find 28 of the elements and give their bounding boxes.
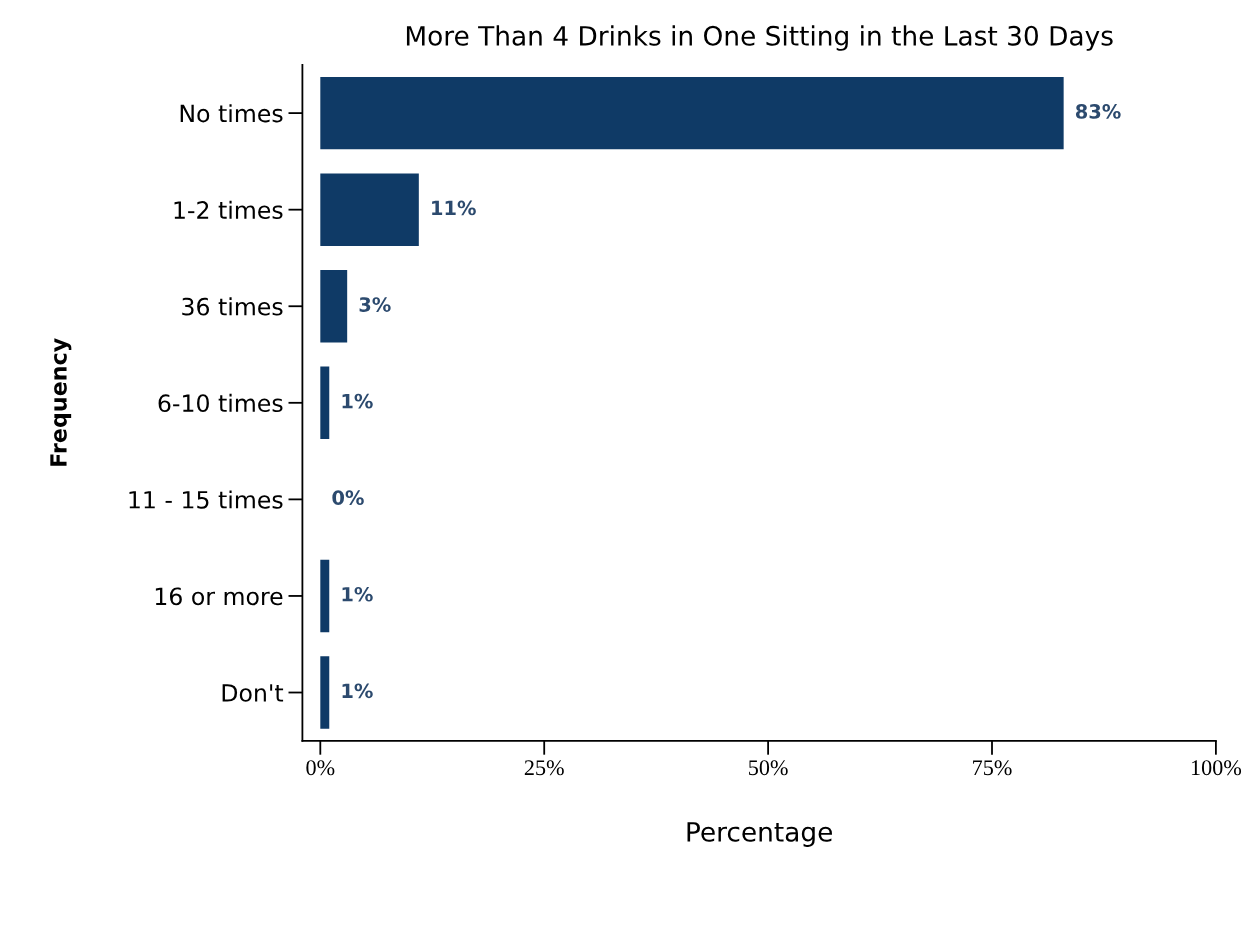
y-tick-label: 16 or more xyxy=(155,587,283,606)
data-label: 11% xyxy=(432,200,476,216)
x-tick-label: 100% xyxy=(1191,760,1242,776)
data-label: 3% xyxy=(359,297,391,312)
x-axis-title: Percentage xyxy=(687,822,832,847)
y-tick-label: 1-2 times xyxy=(174,200,283,219)
bar xyxy=(320,559,330,633)
bar xyxy=(320,76,1064,150)
x-tick-label: 25% xyxy=(524,760,564,776)
x-tick-label: 50% xyxy=(749,760,788,776)
data-label: 1% xyxy=(342,393,373,409)
x-tick-label: 75% xyxy=(973,760,1012,776)
y-tick-label: 36 times xyxy=(182,297,283,316)
y-tick-label: No times xyxy=(180,104,283,123)
y-tick-label: 6-10 times xyxy=(158,393,283,413)
bar xyxy=(320,656,330,729)
data-label: 1% xyxy=(342,683,373,699)
bar xyxy=(320,366,330,440)
y-tick-label: Don't xyxy=(222,684,284,702)
y-axis-title: Frequency xyxy=(50,338,72,466)
chart-title: More Than 4 Drinks in One Sitting in the Last 30 Days xyxy=(406,25,1113,51)
bar xyxy=(320,270,348,343)
data-label: 0% xyxy=(332,490,364,506)
y-tick-label: 11 - 15 times xyxy=(129,490,283,509)
x-tick-label: 0% xyxy=(306,760,335,776)
data-label: 83% xyxy=(1075,104,1121,119)
data-label: 1% xyxy=(342,586,373,602)
bar xyxy=(320,173,419,246)
